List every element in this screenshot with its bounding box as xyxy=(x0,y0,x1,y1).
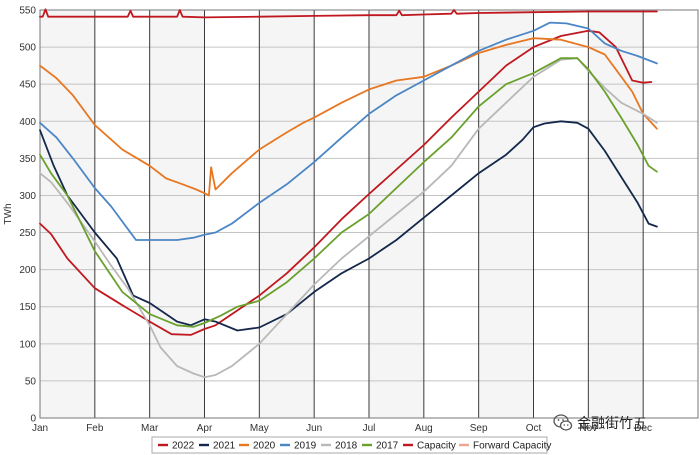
legend-label: 2019 xyxy=(294,441,317,452)
y-tick-label: 450 xyxy=(19,80,36,91)
y-tick-label: 50 xyxy=(25,376,37,387)
y-tick-label: 350 xyxy=(19,154,36,165)
month-band xyxy=(533,10,589,418)
legend-box xyxy=(151,436,548,454)
x-tick-label: Aug xyxy=(415,423,433,434)
x-tick-label: May xyxy=(250,423,269,434)
series-line-2017 xyxy=(39,57,658,328)
watermark: 金融街竹五 xyxy=(553,412,647,434)
series-line-2019 xyxy=(39,21,658,241)
x-tick-label: Apr xyxy=(197,423,213,434)
x-tick-label: Sep xyxy=(470,423,488,434)
legend-label: 2020 xyxy=(253,441,276,452)
month-band xyxy=(314,10,369,418)
series-lines xyxy=(39,8,658,379)
axes: 0 50 100 150 200 250 300 350 400 450 500 550 Jan Feb M… xyxy=(3,6,699,434)
y-tick-label: 200 xyxy=(19,265,36,276)
wechat-icon xyxy=(553,414,573,431)
y-tick-label: 500 xyxy=(19,43,36,54)
y-tick-label: 300 xyxy=(19,191,36,202)
month-band xyxy=(204,10,260,418)
y-tick-label: 0 xyxy=(30,414,36,425)
x-tick-label: Jan xyxy=(32,423,48,434)
plot-border xyxy=(39,9,699,419)
grid xyxy=(39,9,698,419)
y-axis-title: TWh xyxy=(3,203,14,224)
x-tick-label: Feb xyxy=(86,423,104,434)
y-tick-label: 400 xyxy=(19,117,36,128)
month-band xyxy=(94,10,150,418)
x-tick-label: Nov xyxy=(579,423,597,434)
x-tick-label: Jun xyxy=(306,423,322,434)
legend-label: Forward Capacity xyxy=(473,441,551,452)
x-tick-label: Dec xyxy=(634,423,652,434)
series-line-2020 xyxy=(39,37,658,197)
legend-label: Capacity xyxy=(417,441,456,452)
legend: 2022 2021 2020 2019 2018 2017 Capacity Forward … xyxy=(151,436,551,454)
y-tick-label: 150 xyxy=(19,302,36,313)
legend-label: 2018 xyxy=(335,441,358,452)
month-band xyxy=(643,10,698,418)
legend-label: 2022 xyxy=(172,441,195,452)
y-tick-label: 100 xyxy=(19,339,36,350)
x-tick-label: Oct xyxy=(526,423,542,434)
legend-label: 2017 xyxy=(376,441,399,452)
series-line-capacity xyxy=(39,8,658,19)
watermark-text: 金融街竹五 xyxy=(577,416,647,432)
y-tick-label: 550 xyxy=(19,6,36,17)
y-tick-label: 250 xyxy=(19,228,36,239)
series-line-2021 xyxy=(39,120,658,332)
legend-label: 2021 xyxy=(213,441,236,452)
month-band xyxy=(423,10,479,418)
x-tick-label: Mar xyxy=(141,423,159,434)
x-tick-label: Jul xyxy=(363,423,376,434)
